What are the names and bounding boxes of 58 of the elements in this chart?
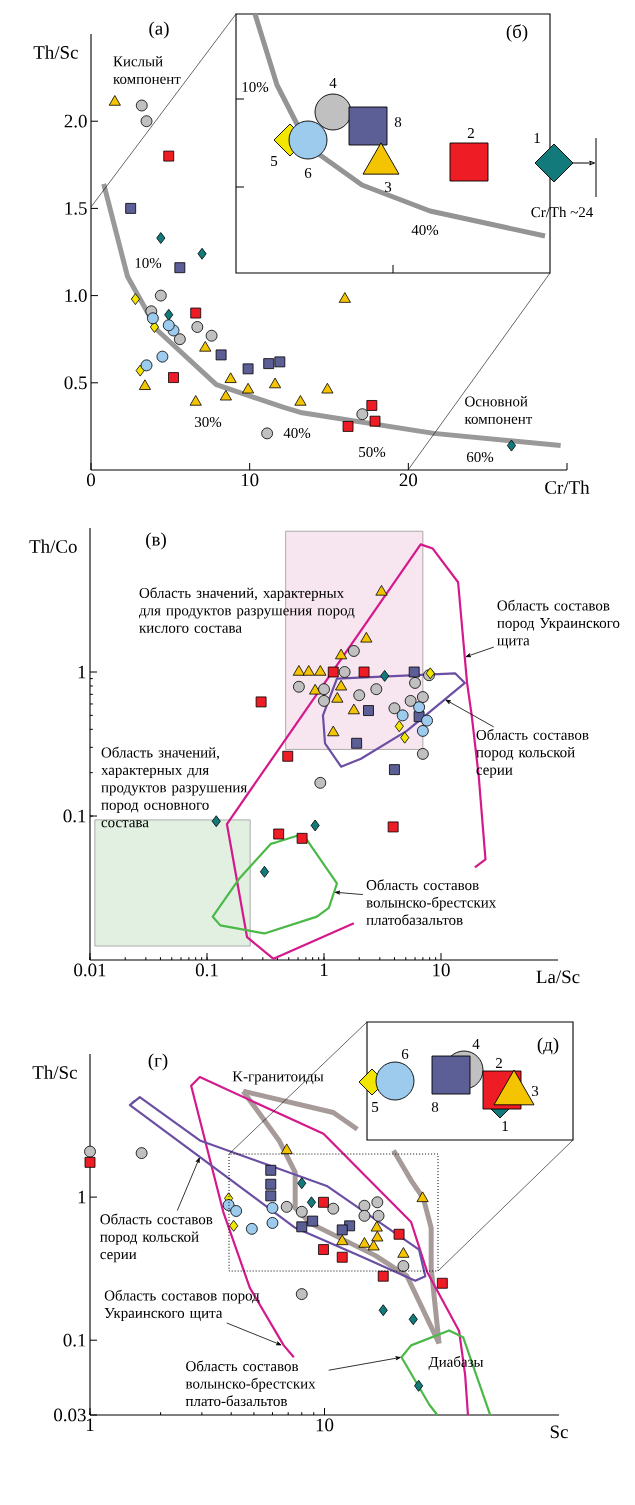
annotation: 8 <box>394 116 402 128</box>
annotation: 10% <box>242 81 269 93</box>
annotation: Область значений, характерных для продуктов разрушения пород кислого состава <box>139 587 355 633</box>
y-tick-label: 0.1 <box>63 809 86 823</box>
x-tick-label: 0 <box>86 473 95 487</box>
annotation: 10% <box>135 257 162 269</box>
x-axis-title: Cr/Th <box>545 480 590 494</box>
y-tick-label: 1.0 <box>65 289 87 303</box>
chart-title: (в) <box>146 532 166 550</box>
x-tick-label: 10 <box>316 1418 334 1432</box>
annotation: Область составов пород Украинского щита <box>497 599 620 649</box>
y-axis-title: Th/Sc <box>33 45 78 59</box>
y-tick-label: 1 <box>78 1190 86 1204</box>
annotation: Область составов волынско-брестских плато-базальтов <box>185 1360 316 1407</box>
text: 4 <box>472 1039 480 1049</box>
y-tick-label: 1 <box>78 665 86 679</box>
x-axis-title: Sc <box>550 1425 568 1439</box>
annotation: 2 <box>495 1058 502 1068</box>
x-tick-label: 1 <box>320 963 328 977</box>
text: (д) <box>537 1037 559 1055</box>
annotation: K-гранитоиды <box>232 1071 324 1085</box>
annotation: 4 <box>329 78 337 88</box>
annotation: Область значений, характерных для продуктов разрушения пород основного состава <box>101 746 247 828</box>
annotation: 3 <box>531 1086 539 1097</box>
y-axis-title: Th/Co <box>29 539 77 553</box>
y-tick-label: 0.1 <box>63 1333 86 1347</box>
annotation: 30% <box>195 416 222 428</box>
annotation: Область составов пород кольской серии <box>100 1213 213 1263</box>
chart-title: (а) <box>149 21 169 39</box>
x-tick-label: 10 <box>241 473 259 487</box>
annotation: 8 <box>431 1101 439 1113</box>
annotation: 6 <box>401 1049 409 1060</box>
annotation: 6 <box>304 167 312 179</box>
annotation: 40% <box>283 427 311 439</box>
text: (б) <box>506 24 528 42</box>
y-tick-label: 1.5 <box>65 202 87 215</box>
annotation: 1 <box>534 133 540 143</box>
annotation: Область составов волынско-брестских платобазальтов <box>366 879 497 925</box>
annotation: 5 <box>271 156 278 166</box>
annotation: 50% <box>359 446 386 458</box>
y-tick-label: 0.03 <box>54 1408 86 1422</box>
x-tick-label: 20 <box>399 473 418 487</box>
x-tick-label: 10 <box>433 963 450 977</box>
chart-title: (г) <box>148 1053 168 1071</box>
annotation: Кислый компонент <box>113 56 181 84</box>
annotation: Основной компонент <box>464 396 533 424</box>
y-tick-label: 2.0 <box>64 114 87 128</box>
annotation: 2 <box>467 128 474 138</box>
y-axis-title: Th/Sc <box>32 1065 77 1079</box>
x-axis-title: La/Sc <box>536 970 580 984</box>
annotation: 3 <box>384 181 392 193</box>
annotation: 60% <box>466 451 494 463</box>
annotation: 1 <box>502 1121 508 1131</box>
annotation: 5 <box>372 1102 379 1112</box>
y-tick-label: 0.5 <box>64 376 87 390</box>
x-tick-label: 0.1 <box>195 963 218 977</box>
annotation: 40% <box>411 224 439 236</box>
x-tick-label: 0.01 <box>74 963 106 977</box>
